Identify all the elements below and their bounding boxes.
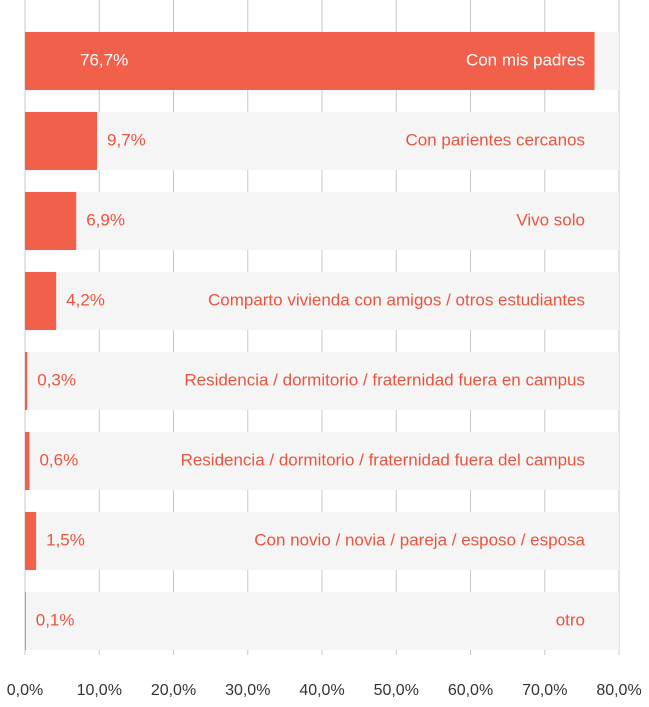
x-tick-label: 40,0% [299,682,344,699]
bar [25,592,26,650]
row-background [25,512,619,570]
x-tick-label: 10,0% [77,682,122,699]
category-label: Vivo solo [516,210,585,229]
x-tick-label: 50,0% [374,682,419,699]
x-tick-label: 80,0% [596,682,641,699]
bar [25,272,57,330]
value-label: 0,6% [39,450,78,469]
category-label: Con mis padres [466,50,585,69]
x-tick-label: 60,0% [448,682,493,699]
category-label: Con parientes cercanos [405,130,585,149]
bar [25,32,595,90]
bar [25,192,77,250]
bar [25,432,30,490]
bar [25,352,28,410]
row-background [25,192,619,250]
row-background [25,272,619,330]
row-background [25,432,619,490]
value-label: 4,2% [66,290,105,309]
bar [25,112,98,170]
x-tick-label: 30,0% [225,682,270,699]
category-label: Comparto vivienda con amigos / otros est… [208,290,585,309]
row-background [25,352,619,410]
x-tick-label: 0,0% [7,682,43,699]
bar [25,512,37,570]
category-label: Residencia / dormitorio / fraternidad fu… [184,370,585,389]
value-label: 76,7% [80,50,128,69]
row-background [25,592,619,650]
category-label: Residencia / dormitorio / fraternidad fu… [181,450,585,469]
x-tick-label: 70,0% [522,682,567,699]
row-background [25,112,619,170]
value-label: 9,7% [107,130,146,149]
value-label: 0,1% [36,610,75,629]
category-label: otro [556,610,585,629]
value-label: 0,3% [37,370,76,389]
x-tick-label: 20,0% [151,682,196,699]
value-label: 1,5% [46,530,85,549]
value-label: 6,9% [86,210,125,229]
category-label: Con novio / novia / pareja / esposo / es… [254,530,585,549]
